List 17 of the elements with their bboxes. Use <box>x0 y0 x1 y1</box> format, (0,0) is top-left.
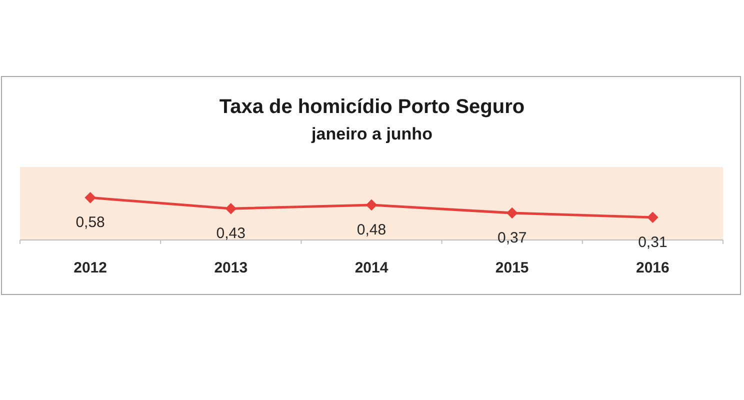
data-label: 0,58 <box>76 214 105 232</box>
chart-title: Taxa de homicídio Porto Seguro <box>219 96 525 118</box>
point <box>647 212 658 224</box>
data-label: 0,37 <box>498 229 527 246</box>
x-tick-label: 2014 <box>354 260 389 276</box>
x-tick-label: 2012 <box>74 260 107 276</box>
point <box>225 202 237 214</box>
x-tick-label: 2016 <box>636 260 670 276</box>
x-tick-label: 2013 <box>214 260 248 276</box>
data-label: 0,48 <box>356 221 386 238</box>
data-label: 0,43 <box>216 225 246 242</box>
point <box>506 207 518 219</box>
x-tick-label: 2015 <box>495 260 529 276</box>
point <box>84 192 96 204</box>
chart-subtitle: janeiro a junho <box>310 124 432 144</box>
point <box>366 199 378 211</box>
data-label: 0,31 <box>638 234 668 251</box>
